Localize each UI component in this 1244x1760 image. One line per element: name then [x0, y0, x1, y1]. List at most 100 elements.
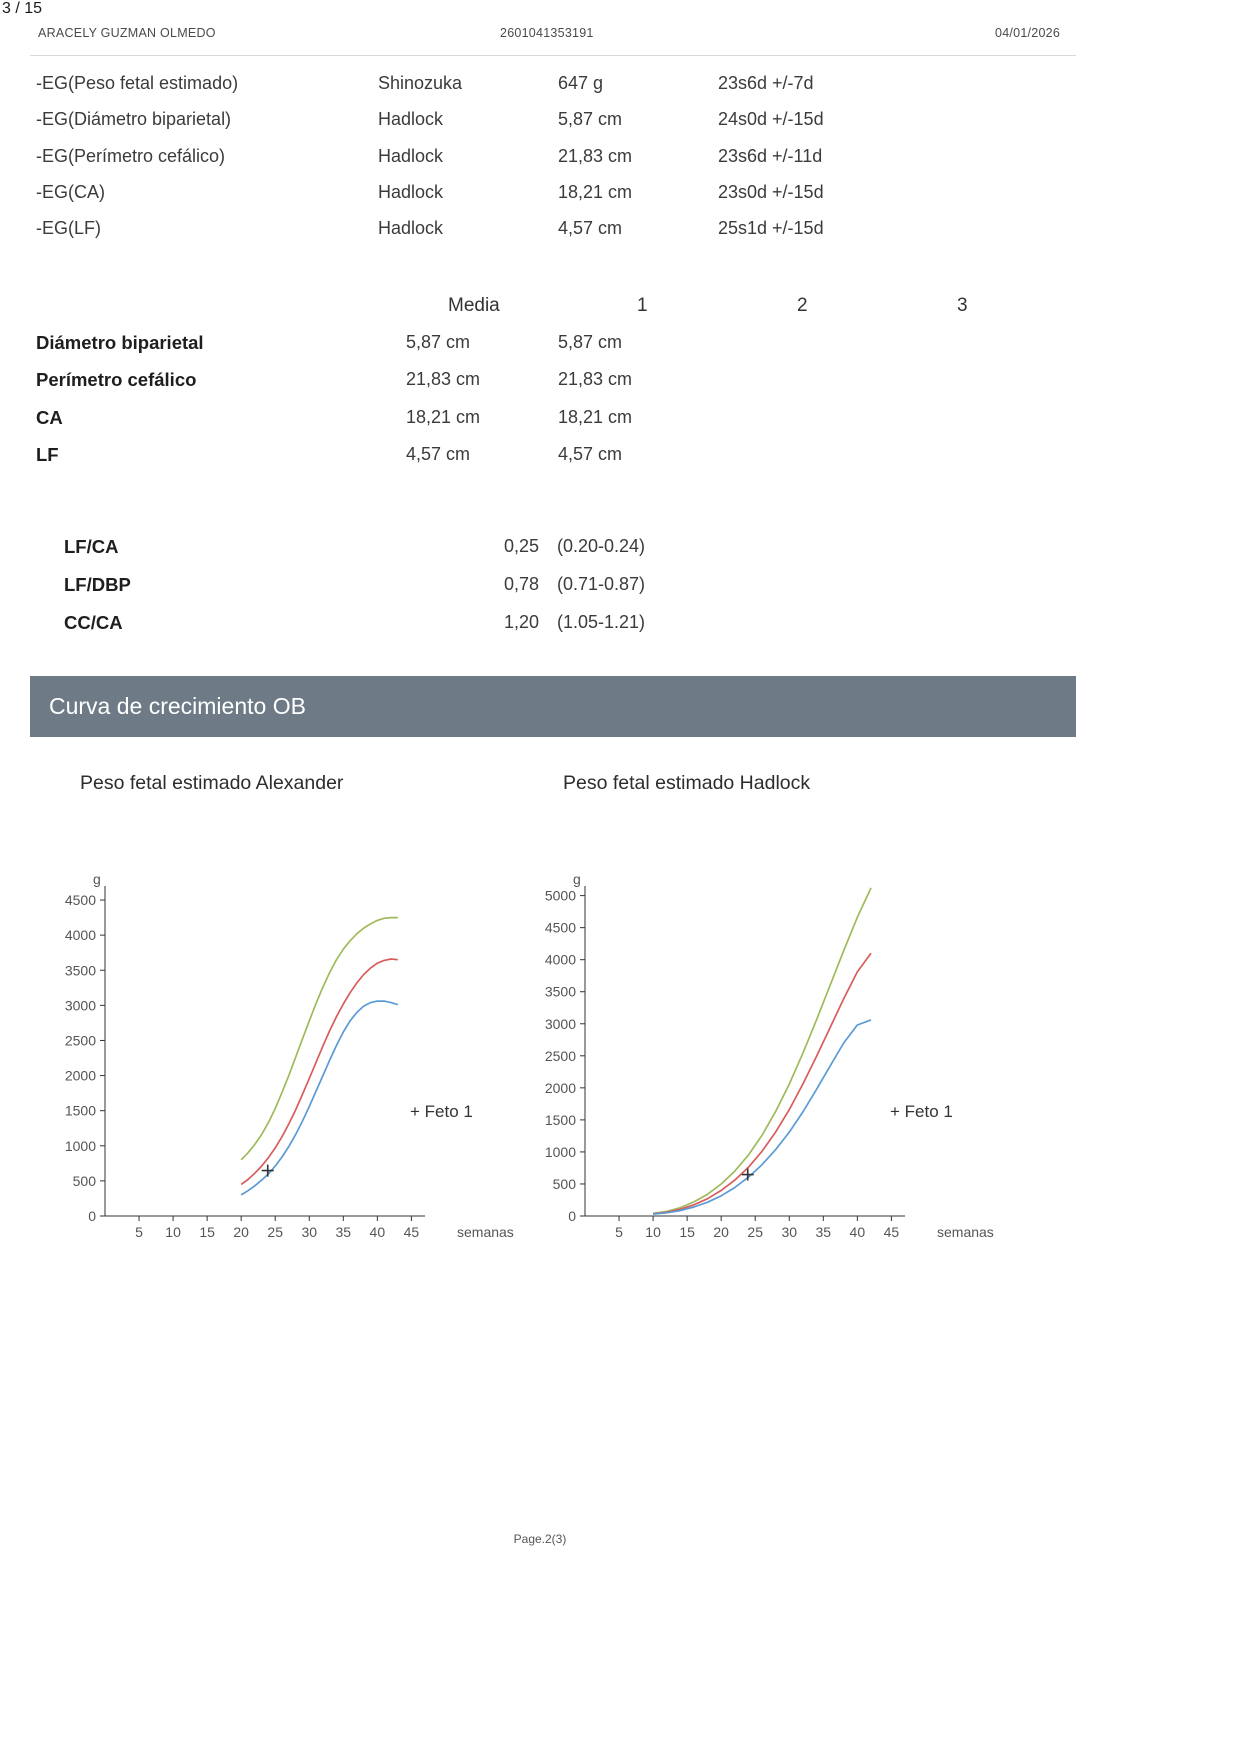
svg-text:2000: 2000 — [545, 1080, 576, 1096]
eg-label: -EG(Diámetro biparietal) — [36, 109, 232, 129]
ratio-label: CC/CA — [64, 612, 123, 633]
measurement-media: 18,21 cm — [406, 407, 481, 427]
svg-text:20: 20 — [233, 1224, 249, 1240]
eg-table-row: -EG(Diámetro biparietal) Hadlock 5,87 cm… — [0, 109, 1244, 141]
svg-text:10: 10 — [645, 1224, 661, 1240]
ratio-row: LF/CA 0,25 (0.20-0.24) — [0, 536, 1244, 568]
measurement-row: CA 18,21 cm 18,21 cm — [0, 407, 1244, 439]
measurement-row: Diámetro biparietal 5,87 cm 5,87 cm — [0, 332, 1244, 364]
measurement-row: Perímetro cefálico 21,83 cm 21,83 cm — [0, 369, 1244, 401]
measurement-value-1: 5,87 cm — [558, 332, 623, 352]
ratio-value: 1,20 — [504, 612, 540, 632]
eg-value: 647 g — [558, 73, 604, 93]
col-header-media: Media — [448, 295, 500, 316]
growth-chart-hadlock: g 0 500 1000 1500 2000 2500 3000 3500 4000 4500 500… — [545, 871, 994, 1240]
svg-text:3000: 3000 — [65, 997, 96, 1013]
measurements-header-row: Media 1 2 3 — [0, 295, 1244, 327]
svg-text:2500: 2500 — [545, 1048, 576, 1064]
svg-text:3500: 3500 — [545, 984, 576, 1000]
col-header-3: 3 — [957, 295, 968, 316]
svg-text:3000: 3000 — [545, 1016, 576, 1032]
eg-method: Hadlock — [378, 146, 444, 166]
eg-table-row: -EG(Peso fetal estimado) Shinozuka 647 g… — [0, 73, 1244, 105]
measurement-label: Perímetro cefálico — [36, 369, 197, 390]
measurement-value-1: 21,83 cm — [558, 369, 633, 389]
report-date: 04/01/2026 — [995, 26, 1061, 40]
col-header-1: 1 — [637, 295, 648, 316]
eg-value: 21,83 cm — [558, 146, 633, 166]
svg-text:g: g — [93, 871, 101, 887]
svg-text:0: 0 — [88, 1208, 96, 1224]
svg-text:45: 45 — [884, 1224, 900, 1240]
section-banner: Curva de crecimiento OB — [30, 676, 1076, 737]
chart-title-hadlock: Peso fetal estimado Hadlock — [563, 772, 811, 794]
svg-text:g: g — [573, 871, 581, 887]
svg-text:45: 45 — [404, 1224, 420, 1240]
svg-text:40: 40 — [370, 1224, 386, 1240]
eg-gestational-age: 23s6d +/-7d — [718, 73, 814, 93]
svg-text:4000: 4000 — [545, 952, 576, 968]
svg-text:2000: 2000 — [65, 1068, 96, 1084]
svg-text:15: 15 — [199, 1224, 215, 1240]
eg-value: 18,21 cm — [558, 182, 633, 202]
eg-label: -EG(Perímetro cefálico) — [36, 146, 226, 166]
svg-text:500: 500 — [553, 1176, 577, 1192]
svg-text:4500: 4500 — [545, 920, 576, 936]
svg-text:40: 40 — [850, 1224, 866, 1240]
viewer-page-indicator: 3 / 15 — [2, 0, 43, 17]
ratio-normal-range: (0.71-0.87) — [557, 574, 646, 594]
svg-text:1500: 1500 — [65, 1103, 96, 1119]
svg-text:15: 15 — [679, 1224, 695, 1240]
growth-chart-alexander: g 0 500 1000 1500 2000 2500 3000 3500 4000 4500 5 10… — [65, 871, 514, 1240]
eg-label: -EG(Peso fetal estimado) — [36, 73, 239, 93]
svg-text:25: 25 — [267, 1224, 283, 1240]
svg-text:5: 5 — [135, 1224, 143, 1240]
eg-gestational-age: 24s0d +/-15d — [718, 109, 824, 129]
svg-text:3500: 3500 — [65, 962, 96, 978]
measurement-row: LF 4,57 cm 4,57 cm — [0, 444, 1244, 476]
measurement-value-1: 4,57 cm — [558, 444, 623, 464]
eg-gestational-age: 23s6d +/-11d — [718, 146, 823, 166]
measurement-media: 4,57 cm — [406, 444, 471, 464]
measurement-media: 5,87 cm — [406, 332, 471, 352]
ratio-value: 0,78 — [504, 574, 540, 594]
svg-text:semanas: semanas — [457, 1224, 514, 1240]
svg-text:1000: 1000 — [545, 1144, 576, 1160]
svg-text:30: 30 — [781, 1224, 797, 1240]
svg-text:25: 25 — [747, 1224, 763, 1240]
eg-table-row: -EG(LF) Hadlock 4,57 cm 25s1d +/-15d — [0, 218, 1244, 250]
eg-table-row: -EG(CA) Hadlock 18,21 cm 23s0d +/-15d — [0, 182, 1244, 214]
svg-text:1000: 1000 — [65, 1138, 96, 1154]
svg-text:5: 5 — [615, 1224, 623, 1240]
ratio-row: LF/DBP 0,78 (0.71-0.87) — [0, 574, 1244, 606]
svg-text:35: 35 — [336, 1224, 352, 1240]
measurement-label: Diámetro biparietal — [36, 332, 204, 353]
eg-table-row: -EG(Perímetro cefálico) Hadlock 21,83 cm… — [0, 146, 1244, 178]
patient-name: ARACELY GUZMAN OLMEDO — [38, 26, 216, 40]
svg-text:30: 30 — [301, 1224, 317, 1240]
eg-value: 5,87 cm — [558, 109, 623, 129]
measurement-media: 21,83 cm — [406, 369, 481, 389]
eg-gestational-age: 25s1d +/-15d — [718, 218, 824, 238]
measurement-value-1: 18,21 cm — [558, 407, 633, 427]
eg-label: -EG(LF) — [36, 218, 101, 238]
ratio-normal-range: (1.05-1.21) — [557, 612, 646, 632]
svg-text:+ Feto 1: + Feto 1 — [410, 1102, 473, 1121]
ratio-row: CC/CA 1,20 (1.05-1.21) — [0, 612, 1244, 644]
ratio-label: LF/DBP — [64, 574, 131, 595]
eg-method: Hadlock — [378, 109, 444, 129]
ratio-normal-range: (0.20-0.24) — [557, 536, 646, 556]
svg-text:1500: 1500 — [545, 1112, 576, 1128]
ratio-value: 0,25 — [504, 536, 540, 556]
svg-text:semanas: semanas — [937, 1224, 994, 1240]
page-footer: Page.2(3) — [513, 1532, 567, 1546]
svg-text:4000: 4000 — [65, 927, 96, 943]
header-divider — [30, 55, 1076, 56]
chart-title-alexander: Peso fetal estimado Alexander — [80, 772, 344, 794]
svg-text:500: 500 — [73, 1173, 97, 1189]
measurement-label: CA — [36, 407, 63, 428]
svg-text:0: 0 — [568, 1208, 576, 1224]
svg-text:5000: 5000 — [545, 888, 576, 904]
svg-text:35: 35 — [816, 1224, 832, 1240]
col-header-2: 2 — [797, 295, 808, 316]
